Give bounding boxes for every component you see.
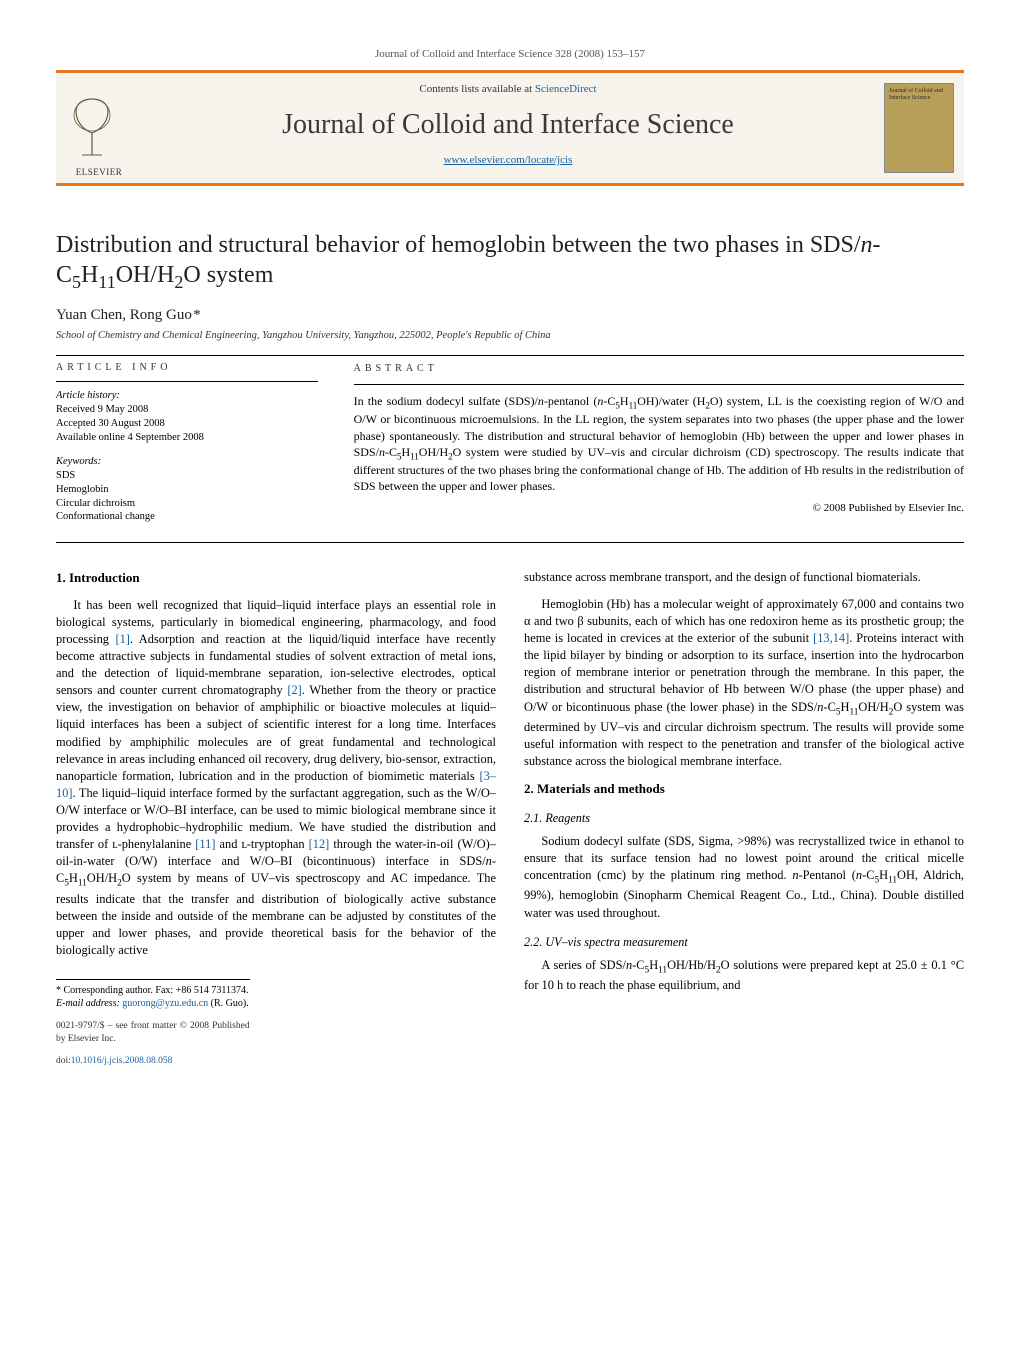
rule-below-info — [56, 542, 964, 543]
abs-divider — [354, 384, 964, 385]
body-paragraph: Hemoglobin (Hb) has a molecular weight o… — [524, 596, 964, 770]
keyword: Hemoglobin — [56, 483, 318, 497]
section-1-heading: 1. Introduction — [56, 569, 496, 587]
publisher-block: ELSEVIER — [56, 73, 142, 183]
corr-author-line: * Corresponding author. Fax: +86 514 731… — [56, 984, 250, 997]
abstract-col: ABSTRACT In the sodium dodecyl sulfate (… — [354, 362, 964, 535]
body-paragraph: A series of SDS/n-C5H11OH/Hb/H2O solutio… — [524, 957, 964, 994]
article-title: Distribution and structural behavior of … — [56, 230, 964, 293]
keyword: SDS — [56, 469, 318, 483]
doi-line: doi:10.1016/j.jcis.2008.08.058 — [56, 1055, 250, 1067]
sciencedirect-link[interactable]: ScienceDirect — [535, 83, 597, 95]
abstract-label: ABSTRACT — [354, 362, 964, 376]
article-info-label: ARTICLE INFO — [56, 362, 318, 373]
contents-line: Contents lists available at ScienceDirec… — [142, 83, 874, 95]
history-header: Article history: — [56, 390, 318, 401]
email-paren: (R. Guo). — [211, 998, 249, 1009]
history-line: Available online 4 September 2008 — [56, 431, 318, 445]
cover-thumbnail: Journal of Colloid and Interface Science — [884, 83, 954, 173]
cover-thumb-wrap: Journal of Colloid and Interface Science — [874, 73, 964, 183]
article-head: Distribution and structural behavior of … — [56, 230, 964, 341]
elsevier-tree-icon — [62, 93, 122, 163]
journal-name: Journal of Colloid and Interface Science — [142, 109, 874, 141]
abstract-copyright: © 2008 Published by Elsevier Inc. — [354, 501, 964, 516]
email-link[interactable]: guorong@yzu.edu.cn — [122, 998, 208, 1009]
body-paragraph: substance across membrane transport, and… — [524, 569, 964, 586]
keywords-block: Keywords: SDS Hemoglobin Circular dichro… — [56, 456, 318, 524]
abstract-text: In the sodium dodecyl sulfate (SDS)/n-pe… — [354, 393, 964, 495]
info-abstract-row: ARTICLE INFO Article history: Received 9… — [56, 362, 964, 535]
email-line: E-mail address: guorong@yzu.edu.cn (R. G… — [56, 997, 250, 1010]
section-2-1-heading: 2.1. Reagents — [524, 810, 964, 827]
keywords-header: Keywords: — [56, 456, 318, 467]
info-divider — [56, 381, 318, 382]
affiliation: School of Chemistry and Chemical Enginee… — [56, 330, 964, 341]
corresponding-footer: * Corresponding author. Fax: +86 514 731… — [56, 979, 250, 1067]
running-head: Journal of Colloid and Interface Science… — [56, 48, 964, 60]
publisher-name: ELSEVIER — [62, 167, 136, 177]
contents-prefix: Contents lists available at — [419, 83, 534, 95]
keyword: Circular dichroism — [56, 497, 318, 511]
front-matter-line: 0021-9797/$ – see front matter © 2008 Pu… — [56, 1020, 250, 1045]
doi-label: doi: — [56, 1056, 71, 1066]
masthead-center: Contents lists available at ScienceDirec… — [142, 73, 874, 183]
section-2-2-heading: 2.2. UV–vis spectra measurement — [524, 934, 964, 951]
article-info-col: ARTICLE INFO Article history: Received 9… — [56, 362, 318, 535]
history-block: Article history: Received 9 May 2008 Acc… — [56, 390, 318, 444]
section-2-heading: 2. Materials and methods — [524, 780, 964, 798]
rule-above-info — [56, 355, 964, 356]
email-label: E-mail address: — [56, 998, 120, 1009]
journal-url-link[interactable]: www.elsevier.com/locate/jcis — [444, 154, 573, 166]
doi-link[interactable]: 10.1016/j.jcis.2008.08.058 — [71, 1056, 173, 1066]
body-paragraph: It has been well recognized that liquid–… — [56, 597, 496, 959]
masthead: ELSEVIER Contents lists available at Sci… — [56, 73, 964, 186]
authors: Yuan Chen, Rong Guo * — [56, 307, 964, 324]
body-columns: 1. Introduction It has been well recogni… — [56, 569, 964, 1067]
history-line: Accepted 30 August 2008 — [56, 417, 318, 431]
body-paragraph: Sodium dodecyl sulfate (SDS, Sigma, >98%… — [524, 833, 964, 922]
history-line: Received 9 May 2008 — [56, 403, 318, 417]
keyword: Conformational change — [56, 510, 318, 524]
